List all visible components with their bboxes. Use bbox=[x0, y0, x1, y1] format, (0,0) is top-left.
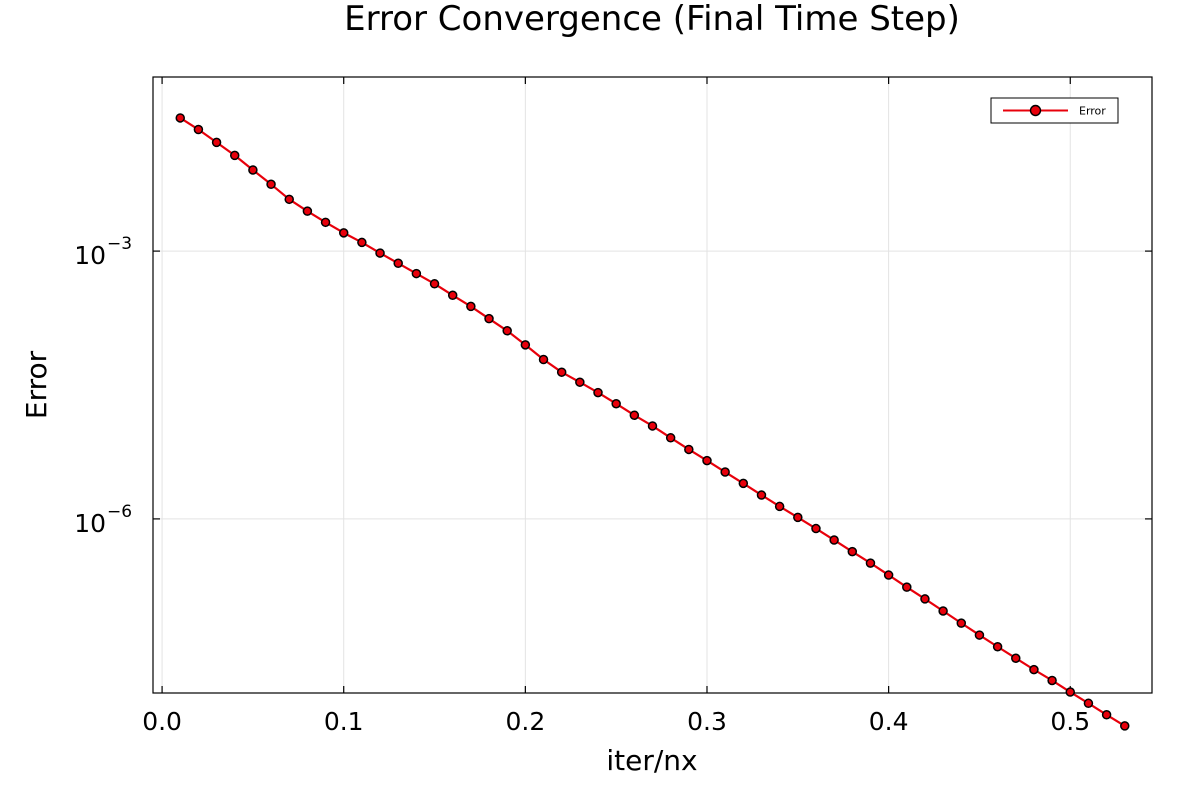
error-data-point bbox=[211, 137, 222, 148]
error-data-point bbox=[756, 490, 767, 500]
error-data-point bbox=[556, 367, 567, 377]
error-data-point bbox=[593, 387, 603, 398]
error-data-point bbox=[1011, 653, 1021, 663]
error-data-point bbox=[320, 217, 331, 228]
x-tick-label: 0.1 bbox=[324, 707, 364, 736]
error-data-point bbox=[992, 641, 1003, 652]
error-data-point bbox=[611, 398, 621, 409]
error-data-point bbox=[575, 377, 585, 387]
error-data-point bbox=[357, 237, 367, 248]
error-data-point bbox=[229, 150, 240, 161]
error-data-point bbox=[1065, 687, 1076, 697]
y-tick-label: 10 bbox=[74, 509, 106, 538]
error-data-point bbox=[520, 340, 531, 350]
error-data-point bbox=[338, 228, 349, 238]
error-data-point bbox=[811, 523, 821, 534]
error-data-point bbox=[920, 594, 930, 604]
x-tick-label: 0.2 bbox=[505, 707, 545, 736]
error-data-point bbox=[393, 258, 403, 269]
error-data-point bbox=[538, 354, 549, 365]
error-data-point bbox=[1101, 710, 1112, 720]
error-data-point bbox=[647, 421, 658, 431]
error-data-point bbox=[720, 467, 730, 477]
error-data-point bbox=[284, 194, 294, 205]
error-data-point bbox=[829, 535, 839, 545]
error-data-point bbox=[502, 326, 512, 336]
error-data-point bbox=[956, 618, 967, 628]
error-data-point bbox=[411, 268, 422, 279]
legend: Error bbox=[990, 97, 1119, 124]
error-data-point bbox=[248, 165, 258, 175]
error-data-point bbox=[1083, 698, 1094, 709]
error-data-point bbox=[738, 478, 749, 489]
error-data-point bbox=[883, 570, 894, 580]
error-data-point bbox=[1047, 675, 1057, 686]
error-data-point bbox=[793, 512, 803, 523]
y-tick-exponent: −6 bbox=[107, 502, 132, 522]
error-data-point bbox=[847, 546, 858, 557]
error-data-point bbox=[702, 455, 712, 466]
error-data-point bbox=[629, 410, 640, 420]
x-tick-label: 0.0 bbox=[142, 707, 182, 736]
tick-layer: 0.0 0.1 0.2 0.3 0.4 0.510 −310 −6 bbox=[74, 77, 1152, 736]
error-data-point bbox=[447, 290, 458, 301]
error-data-point bbox=[902, 582, 912, 592]
error-data-point bbox=[175, 113, 185, 123]
error-data-point bbox=[1029, 664, 1039, 675]
x-tick-label: 0.4 bbox=[869, 707, 909, 736]
error-data-point bbox=[1120, 721, 1130, 731]
plot-frame bbox=[152, 76, 1153, 694]
error-data-point bbox=[193, 124, 204, 135]
error-data-point bbox=[266, 179, 276, 190]
error-data-point bbox=[938, 606, 948, 616]
legend-label: Error bbox=[1079, 105, 1106, 118]
series-layer bbox=[175, 113, 1130, 731]
error-data-point bbox=[375, 248, 385, 258]
grid-layer bbox=[153, 77, 1152, 693]
y-axis-label: Error bbox=[20, 350, 53, 419]
error-data-point bbox=[774, 501, 785, 512]
error-data-point bbox=[974, 630, 985, 640]
error-data-point bbox=[466, 301, 476, 312]
error-data-point bbox=[665, 433, 676, 443]
y-tick-label: 10 bbox=[74, 241, 106, 270]
legend-marker bbox=[1029, 104, 1042, 117]
x-tick-label: 0.3 bbox=[687, 707, 727, 736]
error-data-point bbox=[302, 206, 313, 216]
error-data-point bbox=[684, 444, 694, 455]
error-data-point bbox=[484, 313, 494, 324]
x-tick-label: 0.5 bbox=[1050, 707, 1090, 736]
x-axis-label: iter/nx bbox=[606, 744, 697, 777]
error-data-point bbox=[865, 558, 876, 568]
error-data-point bbox=[429, 279, 440, 289]
y-tick-exponent: −3 bbox=[107, 234, 132, 254]
chart-title: Error Convergence (Final Time Step) bbox=[344, 0, 960, 39]
